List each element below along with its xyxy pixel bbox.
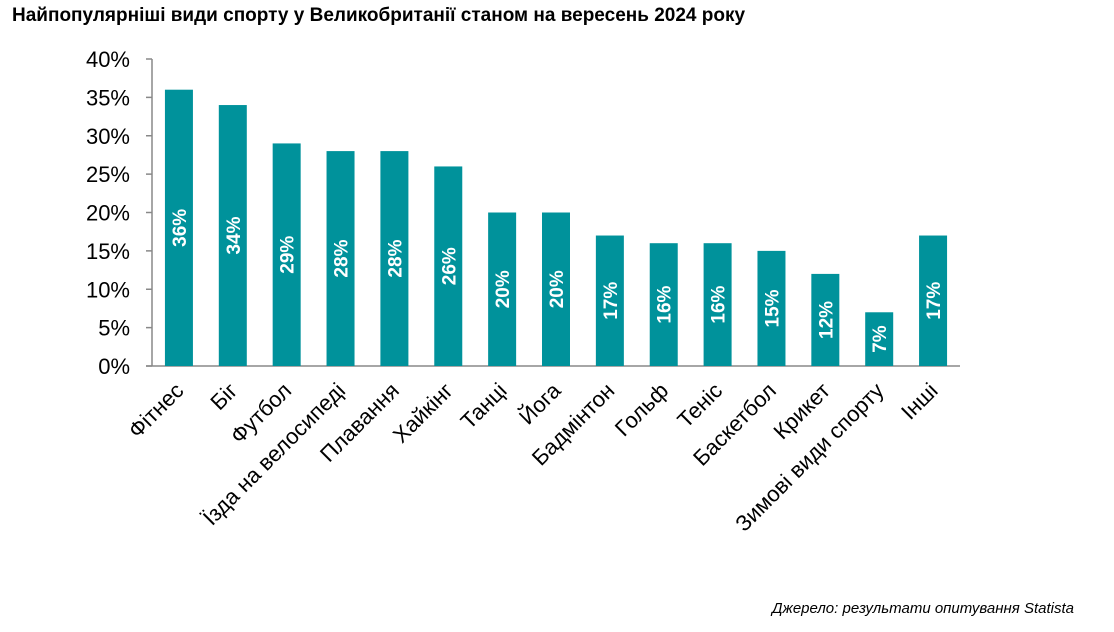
y-tick-label: 0% <box>98 354 130 379</box>
bar <box>326 151 355 366</box>
data-label: 16% <box>655 285 676 323</box>
data-label: 17% <box>924 282 945 320</box>
x-tick-label: Гольф <box>610 378 673 441</box>
chart-title: Найпопулярніші види спорту у Великобрита… <box>12 5 746 26</box>
bar <box>595 235 624 366</box>
bar <box>811 273 840 366</box>
bar <box>164 89 193 366</box>
data-label: 20% <box>493 270 514 308</box>
data-label: 28% <box>332 239 353 277</box>
bar <box>757 250 786 366</box>
x-tick-label: Фітнес <box>123 378 188 443</box>
data-label: 26% <box>439 247 460 285</box>
data-label: 20% <box>547 270 568 308</box>
y-tick-label: 30% <box>86 124 130 149</box>
bar <box>542 212 570 366</box>
y-tick-label: 25% <box>86 162 130 187</box>
bar <box>649 243 678 366</box>
x-tick-label: Інші <box>896 378 943 425</box>
bar <box>919 235 948 366</box>
x-tick-label: Хайкінг <box>388 378 458 448</box>
y-tick-label: 5% <box>98 316 130 341</box>
data-label: 36% <box>170 209 191 247</box>
data-label: 7% <box>870 325 891 353</box>
data-label: 17% <box>601 282 622 320</box>
y-tick-label: 35% <box>86 85 130 110</box>
bar <box>865 312 894 366</box>
bar <box>703 243 732 366</box>
bar <box>272 143 301 366</box>
bar <box>488 212 517 366</box>
bar <box>218 105 247 367</box>
y-tick-label: 15% <box>86 239 130 264</box>
data-label: 16% <box>709 285 730 323</box>
data-label: 12% <box>816 301 837 339</box>
bar <box>380 151 409 366</box>
y-tick-label: 40% <box>86 47 130 72</box>
data-label: 28% <box>385 239 406 277</box>
x-tick-label: Біг <box>205 378 242 415</box>
y-tick-label: 20% <box>86 201 130 226</box>
source-note: Джерело: результати опитування Statista <box>771 600 1074 617</box>
data-label: 34% <box>224 216 245 254</box>
bar <box>434 166 463 366</box>
data-label: 29% <box>278 236 299 274</box>
data-label: 15% <box>762 289 783 327</box>
y-tick-label: 10% <box>86 277 130 302</box>
x-tick-label: Танці <box>456 378 512 434</box>
